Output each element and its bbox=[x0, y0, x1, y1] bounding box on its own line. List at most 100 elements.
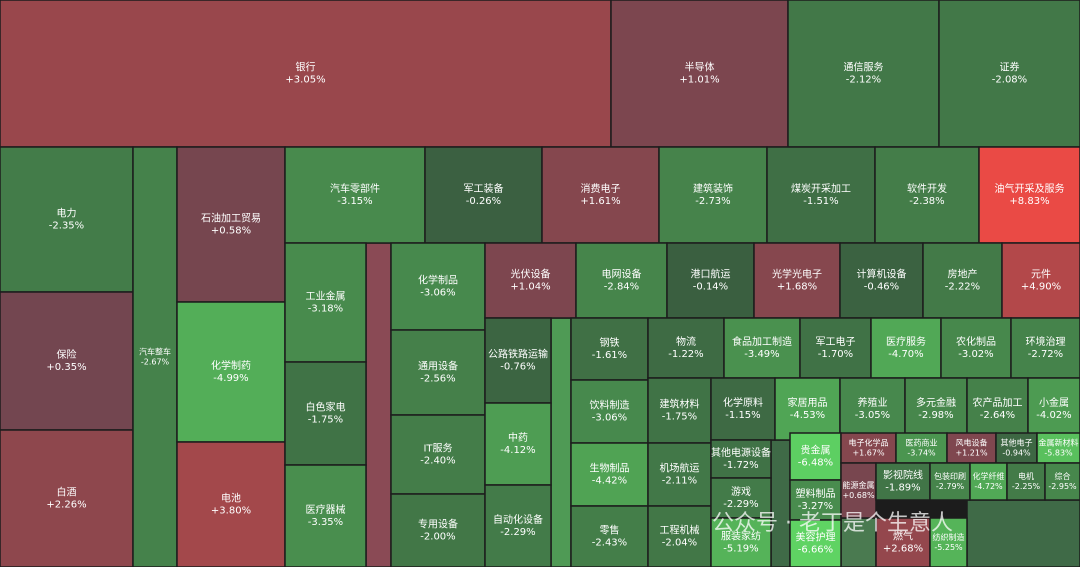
tile bbox=[484, 484, 552, 567]
tile bbox=[484, 317, 552, 404]
tile-value-label: -3.49% bbox=[744, 349, 779, 360]
watermark: 公众号 · 老丁是个生意人 bbox=[712, 511, 953, 536]
tile-value-label: -3.27% bbox=[798, 501, 833, 512]
tile-value-label: -1.15% bbox=[725, 410, 760, 421]
tile-name: 环境治理 bbox=[1026, 335, 1066, 348]
tile-name: 钢铁 bbox=[600, 336, 620, 349]
tile bbox=[710, 439, 772, 479]
tile-name: 中药 bbox=[508, 431, 528, 444]
tile-name: 建筑装饰 bbox=[693, 182, 733, 195]
tile-name: 影视院线 bbox=[883, 469, 923, 482]
tile bbox=[710, 477, 772, 519]
tile-value-label: -0.46% bbox=[864, 282, 899, 293]
tile bbox=[969, 462, 1008, 501]
tile-unlabeled bbox=[770, 439, 791, 567]
tile bbox=[922, 242, 1003, 319]
tile-name: 通用设备 bbox=[418, 360, 458, 373]
tile-value-label: -3.18% bbox=[308, 304, 343, 315]
tile-value-label: -3.74% bbox=[907, 448, 936, 457]
tile-name: 光学光电子 bbox=[772, 268, 822, 281]
tile-name: 饮料制造 bbox=[590, 399, 630, 412]
tile-name: 多元金融 bbox=[916, 396, 956, 409]
tile-name: 军工装备 bbox=[464, 182, 504, 195]
tile bbox=[1027, 377, 1080, 441]
tile-name: 军工电子 bbox=[816, 335, 856, 348]
tile bbox=[1006, 462, 1046, 501]
tile bbox=[647, 505, 712, 567]
tile bbox=[0, 429, 134, 567]
tile-name: 电子化学品 bbox=[849, 438, 889, 448]
tile-value-label: -1.51% bbox=[803, 196, 838, 207]
tile bbox=[946, 432, 997, 464]
tile bbox=[390, 329, 486, 416]
tile-value-label: -5.83% bbox=[1044, 448, 1073, 457]
tile-value-label: -2.38% bbox=[909, 196, 944, 207]
tile bbox=[0, 291, 134, 431]
tile-name: 公路铁路运输 bbox=[488, 348, 548, 361]
tile-value-label: +8.83% bbox=[1009, 196, 1049, 207]
tile bbox=[789, 432, 842, 481]
tile-value-label: -2.22% bbox=[945, 282, 980, 293]
tile bbox=[610, 0, 789, 148]
tile-name: 煤炭开采加工 bbox=[791, 182, 851, 195]
tile-value-label: +1.01% bbox=[679, 75, 719, 86]
tile-name: 农化制品 bbox=[956, 335, 996, 348]
tile-name: 生物制品 bbox=[590, 462, 630, 475]
tile-value-label: +3.05% bbox=[285, 75, 325, 86]
tile bbox=[570, 317, 649, 381]
tile bbox=[570, 442, 649, 507]
tile bbox=[710, 377, 776, 441]
tile-value-label: -4.72% bbox=[974, 482, 1003, 491]
tile-name: 塑料制品 bbox=[796, 487, 836, 500]
tile bbox=[390, 493, 486, 567]
tile bbox=[753, 242, 841, 319]
tile-name: 电网设备 bbox=[602, 268, 642, 281]
tile-value-label: +3.80% bbox=[211, 506, 251, 517]
tile-value-label: -1.75% bbox=[308, 415, 343, 426]
tile bbox=[575, 242, 668, 319]
tile bbox=[875, 462, 931, 501]
tile bbox=[874, 146, 980, 244]
tile-name: 医药商业 bbox=[906, 438, 938, 448]
tile bbox=[390, 242, 486, 331]
tile-value-label: -2.29% bbox=[723, 499, 758, 510]
tile bbox=[978, 146, 1080, 244]
tile-value-label: -4.02% bbox=[1036, 410, 1071, 421]
tile-value-label: -2.64% bbox=[980, 410, 1015, 421]
tile bbox=[176, 146, 286, 303]
tile-name: 建筑材料 bbox=[660, 398, 700, 411]
tile-value-label: -2.95% bbox=[1048, 482, 1077, 491]
tile bbox=[839, 242, 924, 319]
tile-value-label: -1.61% bbox=[592, 350, 627, 361]
tile bbox=[787, 0, 940, 148]
tile-name: 美容护理 bbox=[796, 531, 836, 544]
tile bbox=[766, 146, 876, 244]
tile bbox=[840, 432, 897, 464]
tile-name: 通信服务 bbox=[844, 61, 884, 74]
tile bbox=[789, 519, 842, 567]
tile-value-label: -2.67% bbox=[141, 357, 170, 366]
tile bbox=[424, 146, 543, 244]
tile-name: 燃气 bbox=[893, 530, 913, 543]
tile-name: 专用设备 bbox=[418, 518, 458, 531]
tile bbox=[647, 377, 712, 444]
tile-value-label: -1.22% bbox=[668, 349, 703, 360]
tile-name: 金属新材料 bbox=[1039, 438, 1079, 448]
tile-name: 软件开发 bbox=[907, 182, 947, 195]
tile-name: 服装家纺 bbox=[721, 530, 761, 543]
tile bbox=[774, 377, 841, 441]
tile-value-label: -1.89% bbox=[885, 483, 920, 494]
tile-name: 电池 bbox=[221, 492, 241, 505]
tile-value-label: -3.15% bbox=[337, 196, 372, 207]
tile-value-label: -2.29% bbox=[500, 527, 535, 538]
tile-value-label: -5.19% bbox=[723, 544, 758, 555]
tile-value-label: -2.72% bbox=[1028, 349, 1063, 360]
tile-value-label: -2.08% bbox=[992, 75, 1027, 86]
tile-value-label: +1.68% bbox=[777, 282, 817, 293]
tile-value-label: -2.35% bbox=[49, 221, 84, 232]
tile-value-label: -4.99% bbox=[213, 373, 248, 384]
tile-name: 白酒 bbox=[57, 486, 77, 499]
